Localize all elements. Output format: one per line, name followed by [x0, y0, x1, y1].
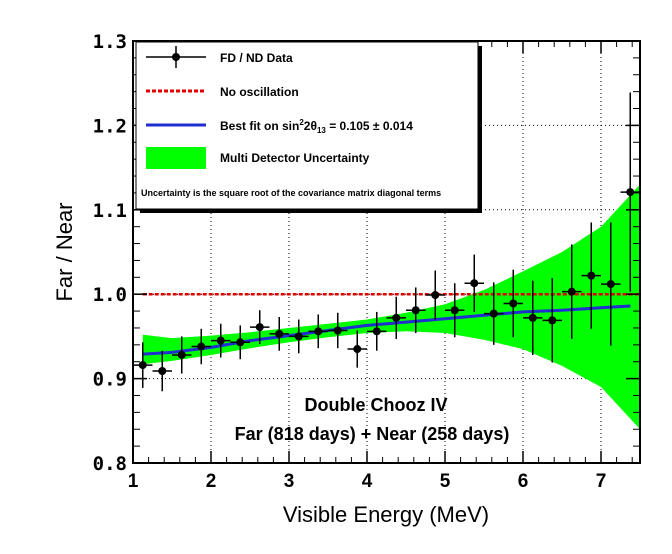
data-point — [211, 323, 231, 358]
data-marker — [314, 327, 323, 336]
data-point — [308, 314, 328, 349]
data-point — [425, 270, 445, 320]
data-point — [328, 312, 348, 349]
x-tick-label: 3 — [284, 471, 295, 492]
data-points-layer — [133, 92, 640, 392]
data-point — [386, 296, 406, 339]
data-marker — [236, 338, 245, 347]
data-point — [445, 283, 465, 338]
x-tick-label: 4 — [362, 471, 373, 492]
data-point — [464, 254, 484, 312]
plot-frame — [132, 40, 641, 464]
y-tick-label: 0.8 — [93, 453, 127, 475]
legend-note: Uncertainty is the square root of the co… — [141, 188, 441, 198]
data-marker — [177, 350, 186, 359]
y-tick-label: 1.0 — [93, 284, 127, 306]
legend-fit-sub: 13 — [317, 126, 326, 135]
legend-noosc-label: No oscillation — [220, 85, 299, 99]
x-tick-label: 2 — [206, 471, 217, 492]
legend-fit-prefix: Best fit on sin — [220, 119, 299, 133]
data-marker — [548, 316, 557, 325]
best-fit-layer — [142, 304, 631, 356]
data-marker — [138, 361, 147, 370]
legend-fit-mid: 2θ — [304, 119, 317, 133]
data-point — [289, 319, 309, 354]
axis-ticks: 1 2 3 4 5 6 7 0.8 0.9 1.0 1.1 1.2 1.3 — [93, 31, 640, 492]
data-point — [562, 244, 582, 339]
data-point — [347, 330, 367, 368]
data-point — [152, 350, 172, 392]
x-tick-label: 1 — [128, 471, 139, 492]
data-marker — [372, 327, 381, 336]
y-axis-label: Far / Near — [52, 202, 77, 301]
data-marker — [450, 306, 459, 315]
data-point — [191, 328, 211, 365]
x-tick-label: 5 — [440, 471, 451, 492]
uncertainty-band-layer — [142, 184, 641, 430]
data-marker — [353, 345, 362, 354]
data-point — [230, 325, 250, 360]
data-point — [503, 269, 523, 338]
data-marker — [470, 279, 479, 288]
legend-fit-sup: 2 — [299, 118, 304, 127]
data-point — [523, 280, 543, 355]
data-marker — [567, 287, 576, 296]
data-point — [269, 316, 289, 351]
data-marker — [275, 329, 284, 338]
x-tick-label: 7 — [596, 471, 607, 492]
data-point — [250, 310, 270, 344]
data-marker — [255, 323, 264, 332]
data-point — [484, 282, 504, 345]
data-marker — [294, 332, 303, 341]
y-tick-label: 1.2 — [93, 115, 127, 137]
data-marker — [587, 271, 596, 280]
data-point — [172, 336, 192, 374]
legend-data-marker — [172, 53, 180, 61]
data-marker — [606, 280, 615, 289]
legend: FD / ND Data No oscillation Best fit on … — [135, 41, 482, 213]
y-tick-label: 1.1 — [93, 200, 127, 222]
data-marker — [509, 299, 518, 308]
data-marker — [411, 306, 420, 315]
legend-fit-suffix: = 0.105 ± 0.014 — [326, 119, 413, 133]
data-point — [542, 278, 562, 363]
y-tick-label: 0.9 — [93, 369, 127, 391]
legend-data-label: FD / ND Data — [220, 51, 293, 65]
data-point — [367, 311, 387, 351]
data-marker — [626, 188, 635, 197]
data-point — [406, 287, 426, 334]
uncertainty-band — [142, 184, 641, 430]
data-marker — [197, 342, 206, 351]
x-axis-label: Visible Energy (MeV) — [283, 502, 489, 527]
legend-band-swatch — [146, 147, 206, 169]
best-fit-line — [142, 304, 631, 356]
data-marker — [333, 326, 342, 335]
legend-fit-label: Best fit on sin22θ13 = 0.105 ± 0.014 — [220, 118, 413, 135]
data-point — [133, 342, 153, 388]
data-point — [601, 222, 621, 346]
data-marker — [489, 309, 498, 318]
data-marker — [431, 291, 440, 300]
data-point — [581, 222, 601, 329]
annotation-line-2: Far (818 days) + Near (258 days) — [235, 424, 510, 444]
data-marker — [528, 313, 537, 322]
data-marker — [158, 367, 167, 376]
x-tick-label: 6 — [518, 471, 529, 492]
data-marker — [392, 313, 401, 322]
y-tick-label: 1.3 — [93, 31, 127, 53]
data-marker — [216, 336, 225, 345]
annotation-line-1: Double Chooz IV — [305, 395, 448, 415]
legend-band-label: Multi Detector Uncertainty — [220, 151, 370, 165]
